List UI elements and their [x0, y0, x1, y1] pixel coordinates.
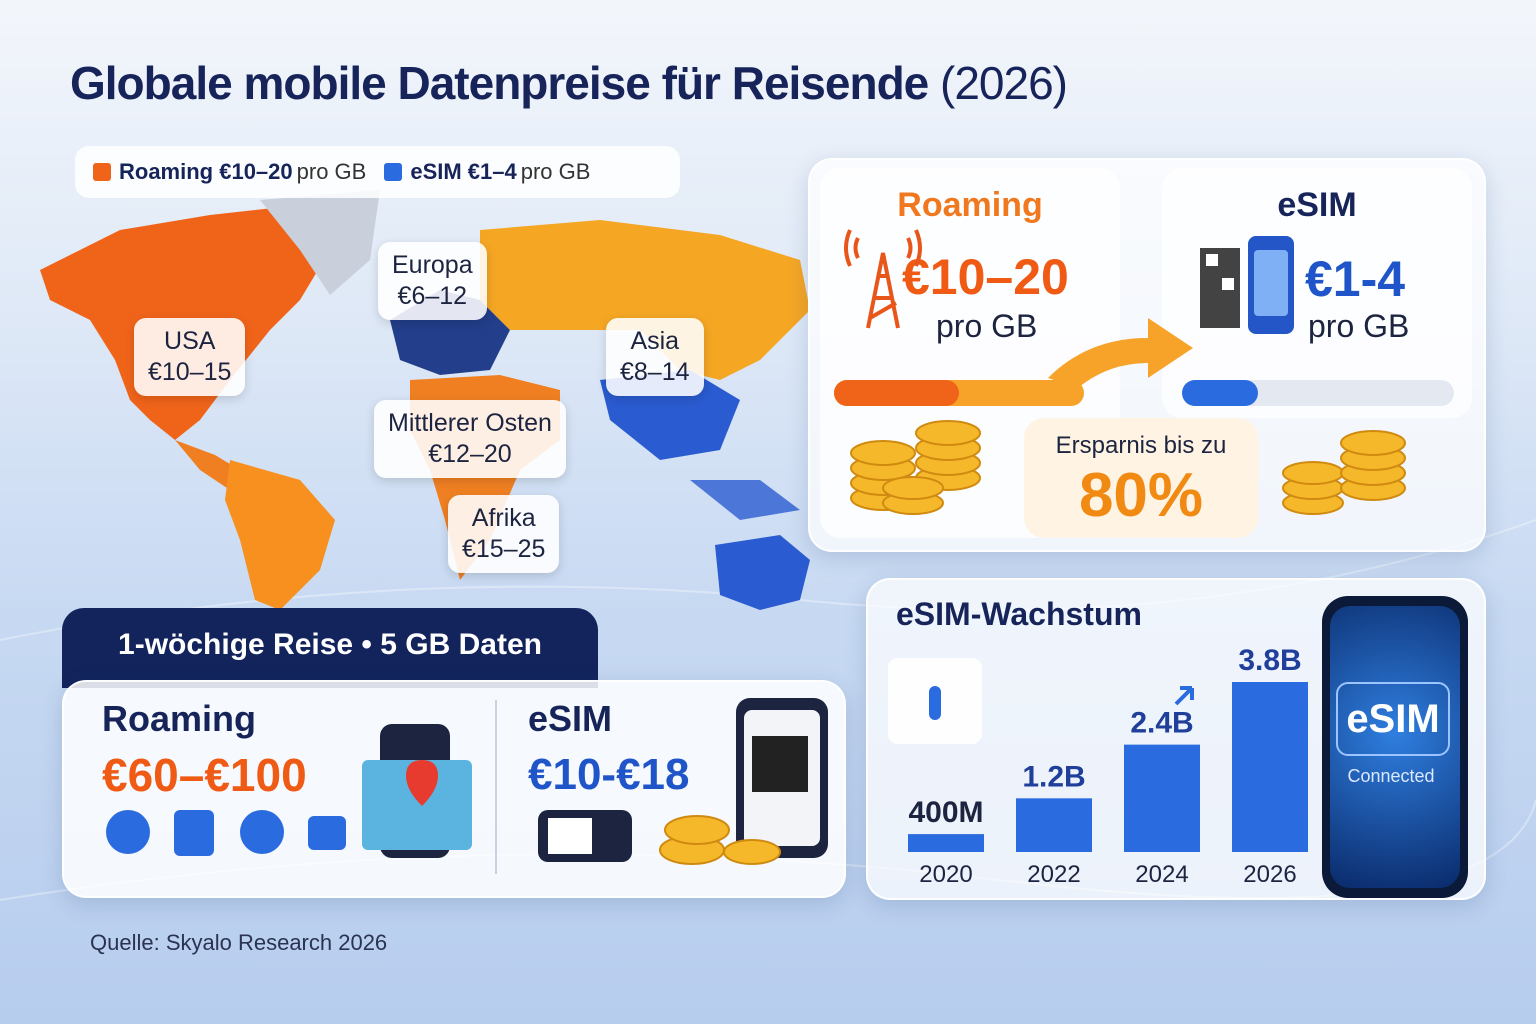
- map-label: Afrika €15–25: [448, 495, 560, 573]
- legend-item: Roaming €10–20 pro GB: [93, 159, 366, 185]
- x-tick-label: 2026: [1243, 861, 1296, 888]
- map-label: USA €10–15: [134, 318, 246, 396]
- bar: [1124, 744, 1200, 852]
- bar: [908, 834, 984, 852]
- savings-box: Ersparnis bis zu 80%: [1024, 418, 1258, 538]
- trip-esim-price: €10-€18: [528, 750, 690, 799]
- roaming-label: Roaming: [897, 186, 1043, 224]
- title: Globale mobile Datenpreise für Reisende …: [70, 57, 1068, 109]
- map-label: Asia €8–14: [606, 318, 704, 396]
- legend: Roaming €10–20 pro GB eSIM €1–4 pro GB: [75, 146, 680, 198]
- map-label: Mittlerer Osten €12–20: [374, 400, 566, 478]
- value-label: 400M: [908, 796, 983, 829]
- roaming-price: €10–20: [902, 249, 1069, 305]
- x-tick-label: 2022: [1027, 861, 1080, 888]
- trip-roaming-label: Roaming: [102, 698, 257, 739]
- trip-art: [106, 698, 828, 874]
- bar: [1016, 798, 1092, 852]
- value-label: 2.4B: [1130, 707, 1193, 740]
- esim-label: eSIM: [1277, 186, 1357, 224]
- phone-label: eSIM: [1336, 682, 1450, 756]
- x-tick-label: 2020: [919, 861, 972, 888]
- trip-header-bg: [62, 608, 598, 688]
- legend-swatch: [93, 163, 111, 181]
- trip-header: 1-wöchige Reise • 5 GB Daten: [118, 628, 542, 661]
- value-label: 1.2B: [1022, 760, 1085, 793]
- esim-price: €1-4: [1305, 251, 1406, 307]
- value-label: 3.8B: [1238, 644, 1301, 677]
- phone-status: Connected: [1347, 766, 1435, 786]
- roaming-unit: pro GB: [936, 308, 1038, 344]
- legend-item: eSIM €1–4 pro GB: [384, 159, 590, 185]
- legend-swatch: [384, 163, 403, 181]
- esim-unit: pro GB: [1308, 308, 1410, 344]
- x-tick-label: 2024: [1135, 861, 1188, 888]
- growth-chart: 400M 2020 1.2B 2022 2.4B 2024 3.8B 2026: [888, 644, 1308, 888]
- source: Quelle: Skyalo Research 2026: [90, 930, 388, 955]
- trip-roaming-price: €60–€100: [102, 749, 307, 801]
- map-label: Europa €6–12: [378, 242, 487, 320]
- trip-esim-label: eSIM: [528, 698, 613, 739]
- comparison-art: [834, 229, 1454, 515]
- savings-value: 80%: [1078, 461, 1204, 530]
- savings-label: Ersparnis bis zu: [1055, 432, 1227, 459]
- bar: [1232, 682, 1308, 852]
- chart-title: eSIM-Wachstum: [896, 596, 1142, 632]
